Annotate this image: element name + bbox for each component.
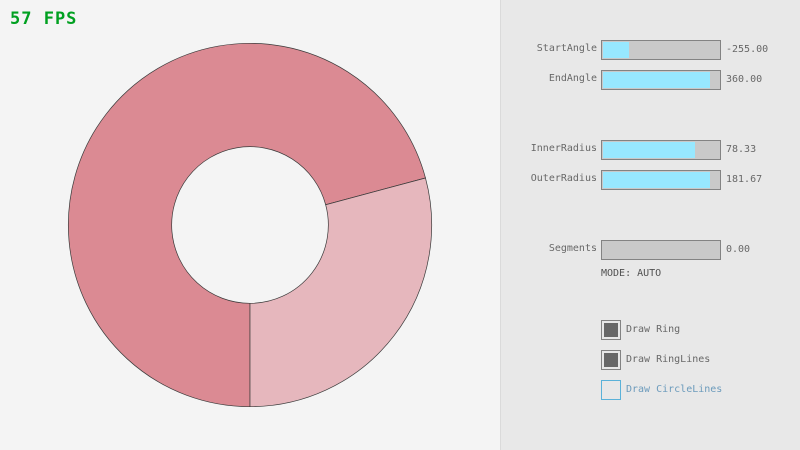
start-angle-label: StartAngle [536, 43, 597, 54]
outer-radius-label: OuterRadius [530, 173, 597, 184]
inner-radius-slider[interactable] [601, 140, 721, 160]
end-angle-slider[interactable] [601, 70, 721, 90]
outer-radius-control: OuterRadius 181.67 [501, 170, 800, 190]
slider-fill [603, 72, 711, 88]
draw-circlelines-checkbox[interactable] [601, 380, 621, 400]
segments-control: Segments 0.00 [501, 240, 800, 260]
draw-ringlines-label[interactable]: Draw RingLines [626, 354, 711, 365]
segments-label: Segments [548, 243, 597, 254]
ring-single-segment [249, 177, 432, 408]
inner-radius-control: InnerRadius 78.33 [501, 140, 800, 160]
outer-radius-value: 181.67 [726, 174, 763, 185]
slider-fill [603, 172, 711, 188]
outer-radius-slider[interactable] [601, 170, 721, 190]
ring-canvas [68, 42, 432, 408]
draw-ringlines-checkbox[interactable] [601, 350, 621, 370]
draw-ring-checkbox[interactable] [601, 320, 621, 340]
segments-slider[interactable] [601, 240, 721, 260]
controls-panel: StartAngle -255.00 EndAngle 360.00 Inner… [500, 0, 800, 450]
end-angle-value: 360.00 [726, 74, 763, 85]
inner-radius-label: InnerRadius [530, 143, 597, 154]
start-angle-control: StartAngle -255.00 [501, 40, 800, 60]
inner-radius-value: 78.33 [726, 144, 757, 155]
end-angle-control: EndAngle 360.00 [501, 70, 800, 90]
draw-circlelines-label[interactable]: Draw CircleLines [626, 384, 723, 395]
start-angle-value: -255.00 [726, 44, 769, 55]
check-mark [604, 353, 618, 367]
slider-fill [603, 142, 696, 158]
mode-label: MODE: AUTO [601, 268, 662, 279]
segments-value: 0.00 [726, 244, 751, 255]
check-mark [604, 323, 618, 337]
end-angle-label: EndAngle [548, 73, 597, 84]
start-angle-slider[interactable] [601, 40, 721, 60]
slider-fill [603, 42, 629, 58]
ring-overlap-segment [68, 42, 426, 408]
draw-ring-label[interactable]: Draw Ring [626, 324, 681, 335]
fps-counter: 57 FPS [10, 9, 78, 29]
